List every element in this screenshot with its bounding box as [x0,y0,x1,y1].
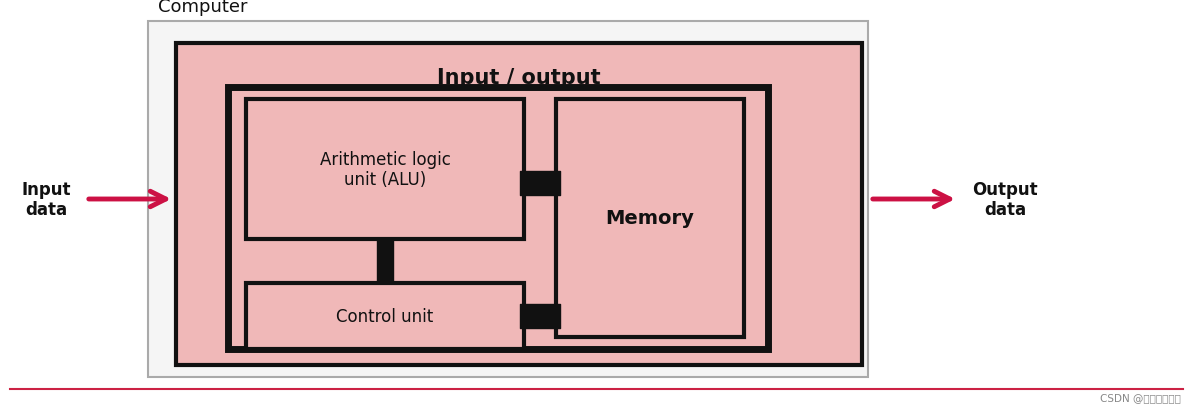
Text: Computer: Computer [157,0,247,16]
Bar [228,88,768,349]
Text: Memory: Memory [606,209,694,228]
Bar [246,284,524,349]
Bar [148,22,869,377]
Text: Control unit: Control unit [336,307,433,325]
Bar [177,44,863,365]
Bar [246,100,524,239]
Bar [556,100,744,337]
Text: Input / output: Input / output [437,68,601,88]
Text: Arithmetic logic
unit (ALU): Arithmetic logic unit (ALU) [320,150,451,189]
Text: Output
data: Output data [972,180,1038,219]
Text: CSDN @奇妙之二进制: CSDN @奇妙之二进制 [1100,392,1181,402]
Text: Input
data: Input data [21,180,70,219]
